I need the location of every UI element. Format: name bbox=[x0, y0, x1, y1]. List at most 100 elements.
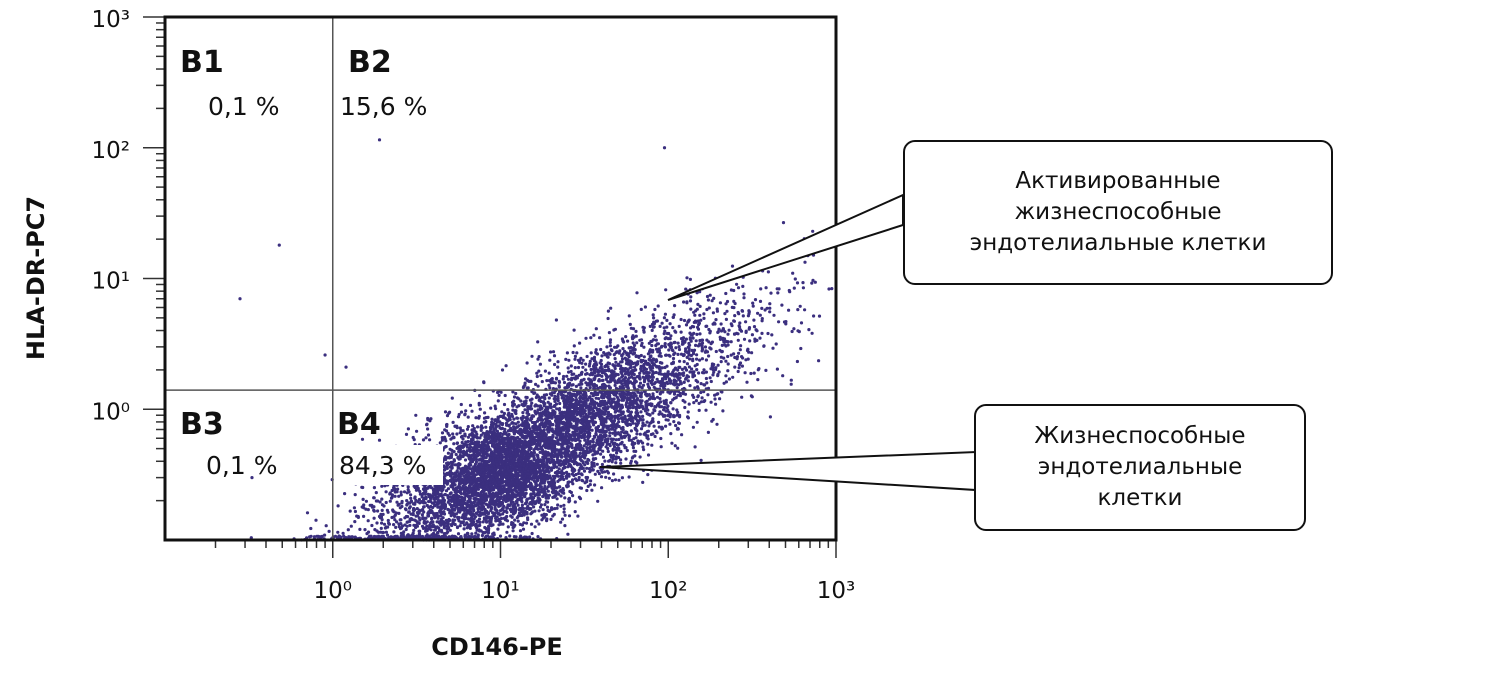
scatter-point bbox=[392, 530, 396, 534]
scatter-point bbox=[584, 368, 588, 372]
scatter-point bbox=[455, 432, 459, 436]
scatter-point bbox=[762, 344, 766, 348]
scatter-point bbox=[577, 468, 581, 473]
scatter-point bbox=[662, 326, 666, 330]
scatter-point bbox=[570, 446, 574, 450]
scatter-point bbox=[810, 281, 814, 285]
scatter-point bbox=[795, 281, 800, 285]
scatter-point bbox=[671, 407, 675, 411]
scatter-point bbox=[405, 534, 409, 538]
scatter-point bbox=[428, 419, 432, 423]
scatter-point bbox=[551, 350, 556, 354]
scatter-point bbox=[599, 362, 604, 366]
scatter-point bbox=[513, 494, 517, 498]
scatter-point bbox=[423, 492, 427, 496]
scatter-point bbox=[560, 455, 564, 459]
scatter-point bbox=[530, 417, 534, 421]
scatter-point bbox=[412, 528, 416, 533]
scatter-point bbox=[729, 353, 733, 357]
scatter-point bbox=[668, 391, 672, 395]
scatter-point bbox=[386, 518, 390, 523]
scatter-point bbox=[692, 395, 696, 399]
scatter-point bbox=[766, 270, 771, 274]
scatter-point bbox=[739, 344, 743, 348]
scatter-point bbox=[665, 318, 669, 322]
scatter-point bbox=[452, 442, 456, 446]
scatter-point bbox=[830, 287, 834, 291]
scatter-point bbox=[738, 348, 742, 352]
scatter-point bbox=[414, 514, 418, 518]
scatter-point bbox=[562, 437, 566, 441]
scatter-point bbox=[758, 299, 763, 303]
scatter-point bbox=[672, 392, 677, 396]
scatter-point bbox=[621, 339, 625, 343]
scatter-point bbox=[523, 502, 528, 506]
scatter-point bbox=[462, 474, 466, 478]
scatter-point bbox=[376, 530, 381, 534]
scatter-point bbox=[673, 304, 677, 308]
scatter-point bbox=[669, 334, 673, 338]
scatter-point bbox=[353, 509, 357, 514]
scatter-point bbox=[425, 423, 429, 427]
scatter-point bbox=[370, 523, 374, 528]
scatter-point bbox=[768, 415, 773, 419]
scatter-point bbox=[589, 479, 593, 483]
scatter-point bbox=[587, 458, 591, 462]
scatter-point bbox=[593, 483, 597, 487]
scatter-point bbox=[678, 391, 682, 395]
scatter-point bbox=[683, 405, 687, 410]
scatter-point bbox=[547, 371, 551, 375]
scatter-point bbox=[575, 351, 579, 355]
scatter-point bbox=[562, 410, 567, 415]
scatter-point bbox=[744, 320, 748, 324]
scatter-point bbox=[702, 368, 706, 372]
scatter-point bbox=[692, 310, 696, 314]
scatter-point bbox=[557, 492, 561, 496]
scatter-point bbox=[657, 412, 661, 416]
scatter-point bbox=[737, 351, 741, 355]
scatter-point bbox=[750, 351, 754, 355]
scatter-point bbox=[584, 442, 588, 446]
scatter-point bbox=[629, 410, 634, 414]
scatter-point bbox=[738, 327, 742, 332]
scatter-point bbox=[719, 322, 723, 326]
scatter-point bbox=[613, 366, 617, 371]
scatter-point bbox=[624, 335, 628, 339]
scatter-point bbox=[711, 417, 715, 422]
scatter-point bbox=[650, 328, 654, 332]
scatter-point bbox=[341, 531, 345, 535]
scatter-point bbox=[676, 393, 680, 397]
scatter-point bbox=[664, 424, 668, 428]
scatter-point bbox=[660, 361, 664, 365]
scatter-point bbox=[546, 489, 550, 493]
scatter-point bbox=[591, 446, 596, 451]
scatter-point bbox=[658, 324, 662, 328]
scatter-point bbox=[682, 360, 686, 364]
scatter-point bbox=[760, 319, 764, 323]
scatter-point bbox=[594, 350, 598, 354]
scatter-point bbox=[752, 318, 756, 322]
scatter-point bbox=[591, 437, 595, 441]
scatter-point bbox=[594, 348, 598, 352]
scatter-point bbox=[440, 438, 444, 442]
scatter-point bbox=[651, 392, 655, 396]
scatter-point bbox=[672, 378, 677, 382]
scatter-point bbox=[694, 343, 698, 347]
scatter-point bbox=[514, 391, 518, 396]
scatter-point bbox=[656, 304, 660, 308]
scatter-point bbox=[631, 421, 635, 425]
scatter-point bbox=[581, 365, 585, 369]
scatter-point bbox=[698, 342, 702, 346]
scatter-point bbox=[558, 401, 562, 406]
scatter-point bbox=[561, 377, 565, 381]
scatter-point bbox=[614, 345, 619, 349]
scatter-point bbox=[673, 444, 677, 448]
scatter-point bbox=[431, 505, 435, 510]
scatter-point bbox=[645, 362, 649, 366]
scatter-point bbox=[634, 354, 638, 359]
scatter-point bbox=[732, 319, 737, 323]
scatter-point bbox=[764, 368, 768, 372]
scatter-point bbox=[466, 435, 470, 439]
scatter-point bbox=[608, 344, 613, 348]
scatter-point bbox=[462, 527, 466, 531]
